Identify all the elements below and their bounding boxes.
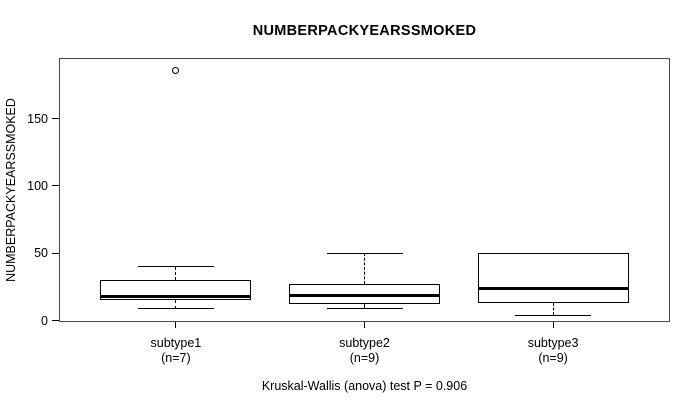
y-tick-mark <box>52 118 59 120</box>
y-tick-label: 50 <box>34 246 48 261</box>
x-tick-mark <box>552 322 554 328</box>
whisker-cap-upper <box>137 266 214 268</box>
whisker-cap-lower <box>137 308 214 310</box>
y-tick-mark <box>52 185 59 187</box>
group-name: subtype1 <box>150 336 202 350</box>
group-count: (n=7) <box>161 350 191 365</box>
group-label: subtype1 (n=7) <box>96 336 256 365</box>
iqr-box <box>477 253 629 304</box>
x-tick-mark <box>175 322 177 328</box>
median-line <box>289 293 440 297</box>
group-name: subtype2 <box>339 336 390 350</box>
group-count: (n=9) <box>538 350 568 365</box>
chart-title: NUMBERPACKYEARSSMOKED <box>252 23 477 39</box>
median-line <box>477 286 629 290</box>
median-line <box>100 294 252 298</box>
y-tick-label: 100 <box>27 178 48 193</box>
x-tick-mark <box>364 322 365 328</box>
y-tick-label: 0 <box>41 313 48 328</box>
stats-caption: Kruskal-Wallis (anova) test P = 0.906 <box>261 379 468 393</box>
outlier-point <box>172 66 180 74</box>
y-tick-label: 150 <box>27 111 48 126</box>
whisker-cap-upper <box>326 252 403 254</box>
y-tick-mark <box>52 252 59 254</box>
group-label: subtype2 (n=9) <box>285 336 445 365</box>
whisker-lower <box>364 304 365 309</box>
group-label: subtype3 (n=9) <box>473 336 633 365</box>
whisker-lower <box>175 300 177 309</box>
whisker-upper <box>175 266 177 281</box>
group-count: (n=9) <box>349 350 380 365</box>
y-tick-mark <box>52 320 59 322</box>
group-name: subtype3 <box>527 336 579 350</box>
whisker-upper <box>364 253 365 285</box>
whisker-cap-lower <box>326 308 403 310</box>
whisker-cap-lower <box>515 314 592 316</box>
whisker-lower <box>552 303 554 316</box>
